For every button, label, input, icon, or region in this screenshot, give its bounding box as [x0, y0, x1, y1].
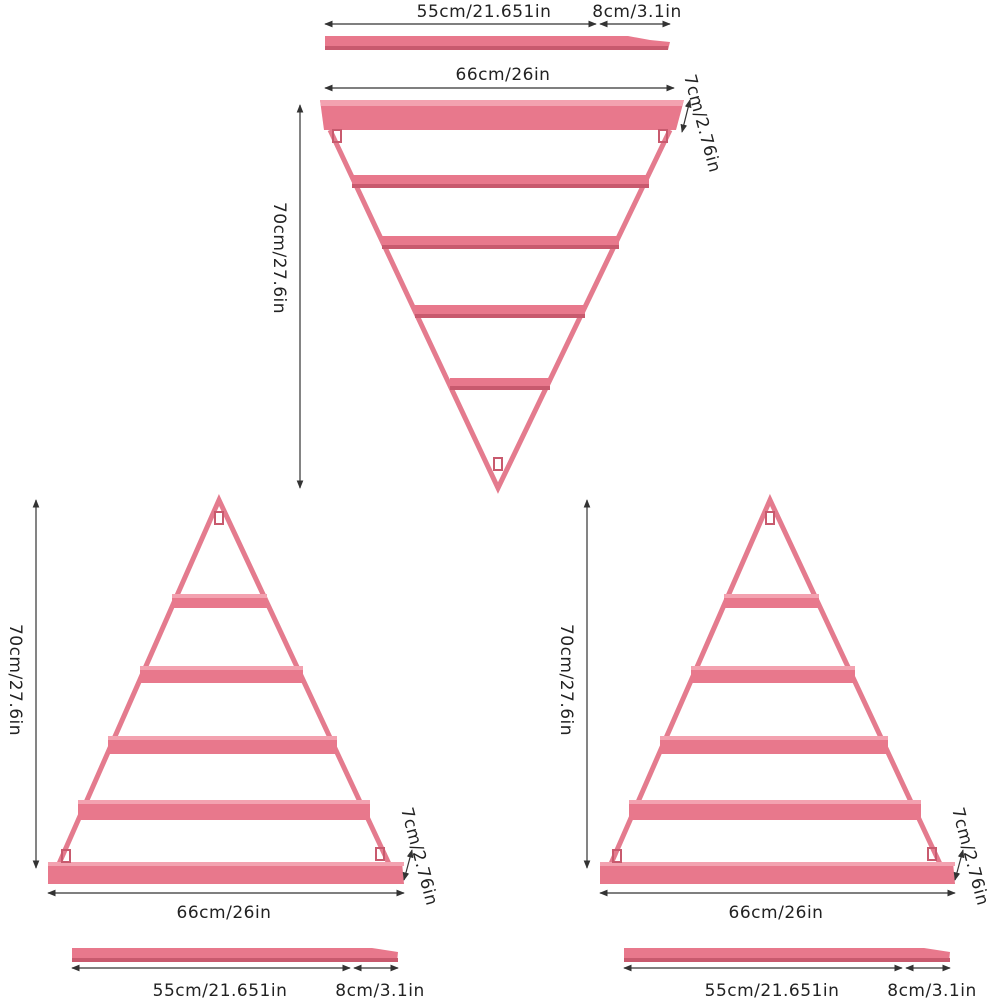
top-triangle-frame	[327, 128, 673, 494]
left-loose-shelf-board	[72, 948, 398, 962]
dim-label-width: 66cm/26in	[177, 903, 272, 923]
left-shelf-board-5	[48, 862, 404, 884]
top-shelf-board-1	[320, 100, 684, 130]
dim-label-height: 70cm/27.6in	[5, 624, 25, 736]
left-upright-shelf-view: 70cm/27.6in 7cm/2.76in 66cm/26in 55cm/21…	[5, 493, 442, 1000]
left-shelf-board-4	[78, 800, 370, 820]
dim-label-height: 70cm/27.6in	[556, 624, 576, 736]
left-shelf-board-3	[108, 736, 337, 754]
dim-label-length-55: 55cm/21.651in	[153, 981, 288, 1000]
right-shelf-board-1	[724, 594, 819, 608]
right-shelf-board-4	[629, 800, 921, 820]
dim-label-width: 66cm/26in	[456, 65, 551, 85]
top-loose-shelf-board	[325, 36, 670, 50]
keyhole-hanger-icon	[61, 511, 385, 863]
top-inverted-shelf-view: 55cm/21.651in 8cm/3.1in 66cm/26in 70cm/2…	[269, 2, 725, 494]
top-shelf-board-5	[450, 378, 550, 390]
left-shelf-board-2	[140, 666, 303, 683]
dim-label-depth: 7cm/2.76in	[679, 72, 724, 175]
dim-label-width: 66cm/26in	[729, 903, 824, 923]
left-shelf-board-1	[172, 594, 267, 608]
keyhole-hanger-icon	[332, 129, 668, 471]
right-shelf-board-2	[691, 666, 855, 683]
dim-label-height: 70cm/27.6in	[269, 202, 289, 314]
dim-line-depth	[680, 99, 692, 133]
dim-line-depth	[953, 849, 965, 881]
right-shelf-board-3	[660, 736, 888, 754]
dim-label-length-55: 55cm/21.651in	[705, 981, 840, 1000]
keyhole-hanger-icon	[612, 511, 937, 863]
dim-label-length-8: 8cm/3.1in	[887, 981, 976, 1000]
top-shelf-board-2	[352, 175, 649, 188]
right-upright-shelf-view: 70cm/27.6in 7cm/2.76in 66cm/26in 55cm/21…	[556, 493, 993, 1000]
dim-line-depth	[402, 849, 414, 881]
top-shelf-board-4	[415, 305, 585, 318]
dim-label-length-8: 8cm/3.1in	[592, 2, 681, 22]
right-loose-shelf-board	[624, 948, 950, 962]
dim-label-length-8: 8cm/3.1in	[335, 981, 424, 1000]
top-shelf-board-3	[382, 236, 619, 249]
right-shelf-board-5	[600, 862, 955, 884]
dim-label-length-55: 55cm/21.651in	[417, 2, 552, 22]
